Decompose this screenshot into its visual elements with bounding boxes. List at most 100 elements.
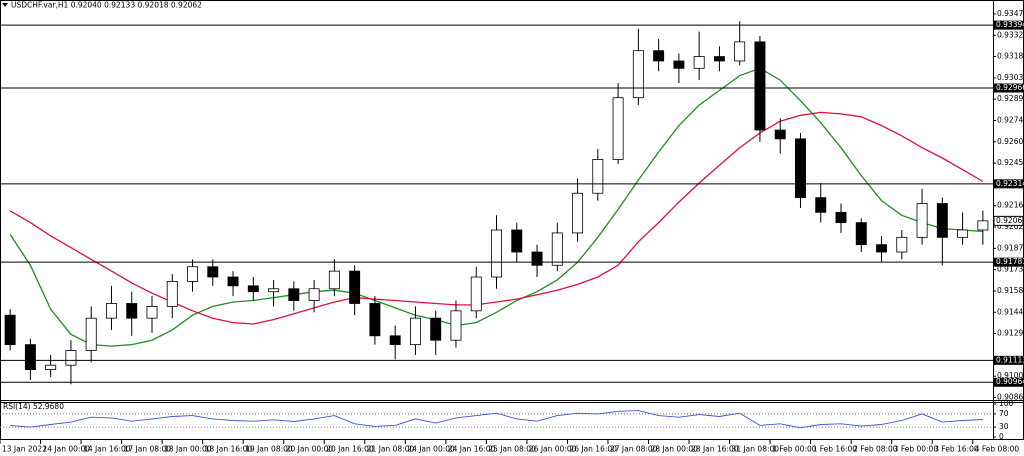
candle-body — [146, 306, 158, 319]
x-tick-label: 24 Jan 00:00 — [407, 445, 455, 454]
y-tick-label: 0.91585 — [997, 286, 1024, 295]
x-tick-label: 26 Jan 00:00 — [529, 445, 577, 454]
x-tick-label: 26 Jan 16:00 — [569, 445, 617, 454]
candle-body — [815, 197, 827, 213]
candle-body — [916, 203, 928, 238]
y-tick-label: 0.91875 — [997, 243, 1024, 252]
x-tick-label: 1 Feb 00:00 — [772, 445, 817, 454]
candle-body — [470, 276, 482, 312]
candle-body — [450, 310, 462, 341]
candle-body — [653, 50, 665, 62]
rsi-tick-label: 0 — [999, 432, 1004, 441]
x-tick-label: 14 Jan 00:00 — [43, 445, 91, 454]
x-tick-label: 28 Jan 00:00 — [650, 445, 698, 454]
candle-body — [612, 97, 624, 160]
candle-body — [572, 192, 584, 234]
candle-body — [349, 270, 361, 304]
level-label-box — [994, 83, 1023, 93]
rsi-tick-label: 70 — [999, 409, 1009, 418]
candle-body — [511, 229, 523, 253]
candle-body — [936, 203, 948, 238]
candle-body — [24, 344, 36, 371]
candle-body — [855, 222, 867, 246]
candle-body — [491, 229, 502, 278]
candle-body — [430, 317, 442, 341]
candle-body — [389, 335, 401, 346]
y-tick-label: 0.92165 — [997, 201, 1024, 210]
x-tick-label: 14 Jan 16:00 — [83, 445, 131, 454]
level-label: 0.92966 — [996, 83, 1024, 92]
level-label: 0.92314 — [996, 179, 1024, 188]
y-tick-label: 0.90860 — [997, 393, 1024, 402]
x-tick-label: 3 Feb 00:00 — [894, 445, 939, 454]
candle-body — [85, 317, 97, 351]
candle-body — [592, 159, 604, 194]
x-tick-label: 24 Jan 16:00 — [448, 445, 496, 454]
level-label-box — [994, 355, 1023, 365]
x-tick-label: 31 Jan 08:00 — [732, 445, 780, 454]
candle-body — [308, 288, 320, 301]
x-tick-label: 20 Jan 16:00 — [326, 445, 374, 454]
y-tick-label: 0.91005 — [997, 371, 1024, 380]
candle-body — [4, 314, 16, 346]
x-tick-label: 17 Jan 08:00 — [124, 445, 172, 454]
candle-body — [247, 285, 259, 293]
y-tick-label: 0.92745 — [997, 115, 1024, 124]
candle-body — [207, 266, 219, 278]
candle-body — [957, 229, 969, 238]
candle-body — [166, 281, 178, 307]
x-tick-label: 4 Feb 08:00 — [975, 445, 1020, 454]
candle-body — [45, 364, 57, 371]
rsi-title: RSI(14) 52.9680 — [3, 402, 64, 411]
candle-body — [713, 56, 725, 62]
candle-body — [673, 60, 685, 69]
x-tick-label: 18 Jan 16:00 — [205, 445, 253, 454]
candle-body — [835, 211, 847, 224]
level-label-box — [994, 179, 1023, 189]
x-tick-label: 21 Jan 08:00 — [367, 445, 415, 454]
level-label: 0.93394 — [996, 20, 1024, 29]
candle-body — [977, 220, 989, 231]
candle-body — [754, 41, 766, 131]
rsi-line — [10, 410, 983, 429]
candle-body — [551, 232, 563, 266]
candle-body — [328, 270, 340, 290]
x-tick-label: 19 Jan 08:00 — [245, 445, 293, 454]
level-label: 0.91113 — [996, 355, 1024, 364]
candle-body — [632, 50, 644, 99]
x-tick-label: 1 Feb 16:00 — [813, 445, 858, 454]
candle-body — [409, 317, 421, 346]
candle-body — [227, 276, 239, 287]
x-tick-label: 2 Feb 08:00 — [853, 445, 898, 454]
level-label-box — [994, 257, 1023, 267]
y-tick-label: 0.93035 — [997, 73, 1024, 82]
x-tick-label: 13 Jan 2022 — [2, 445, 47, 454]
candle-body — [734, 41, 746, 62]
symbol-menu-icon[interactable] — [2, 3, 8, 7]
candle-body — [896, 236, 908, 253]
x-tick-label: 20 Jan 00:00 — [286, 445, 334, 454]
x-tick-label: 18 Jan 00:00 — [164, 445, 212, 454]
last-price-box — [993, 215, 1024, 226]
x-tick-label: 25 Jan 08:00 — [488, 445, 536, 454]
level-label: 0.91781 — [996, 257, 1024, 266]
moving-average — [9, 67, 983, 347]
y-tick-label: 0.93325 — [997, 30, 1024, 39]
candle-body — [65, 350, 77, 366]
level-label-box — [994, 377, 1023, 387]
candle-body — [105, 303, 117, 319]
candle-body — [268, 288, 280, 293]
candle-body — [774, 129, 786, 140]
rsi-tick-label: 30 — [999, 422, 1009, 431]
candle-body — [126, 303, 138, 319]
level-label: 0.90964 — [996, 377, 1024, 386]
x-tick-label: 27 Jan 08:00 — [610, 445, 658, 454]
window-frame — [0, 0, 1024, 440]
